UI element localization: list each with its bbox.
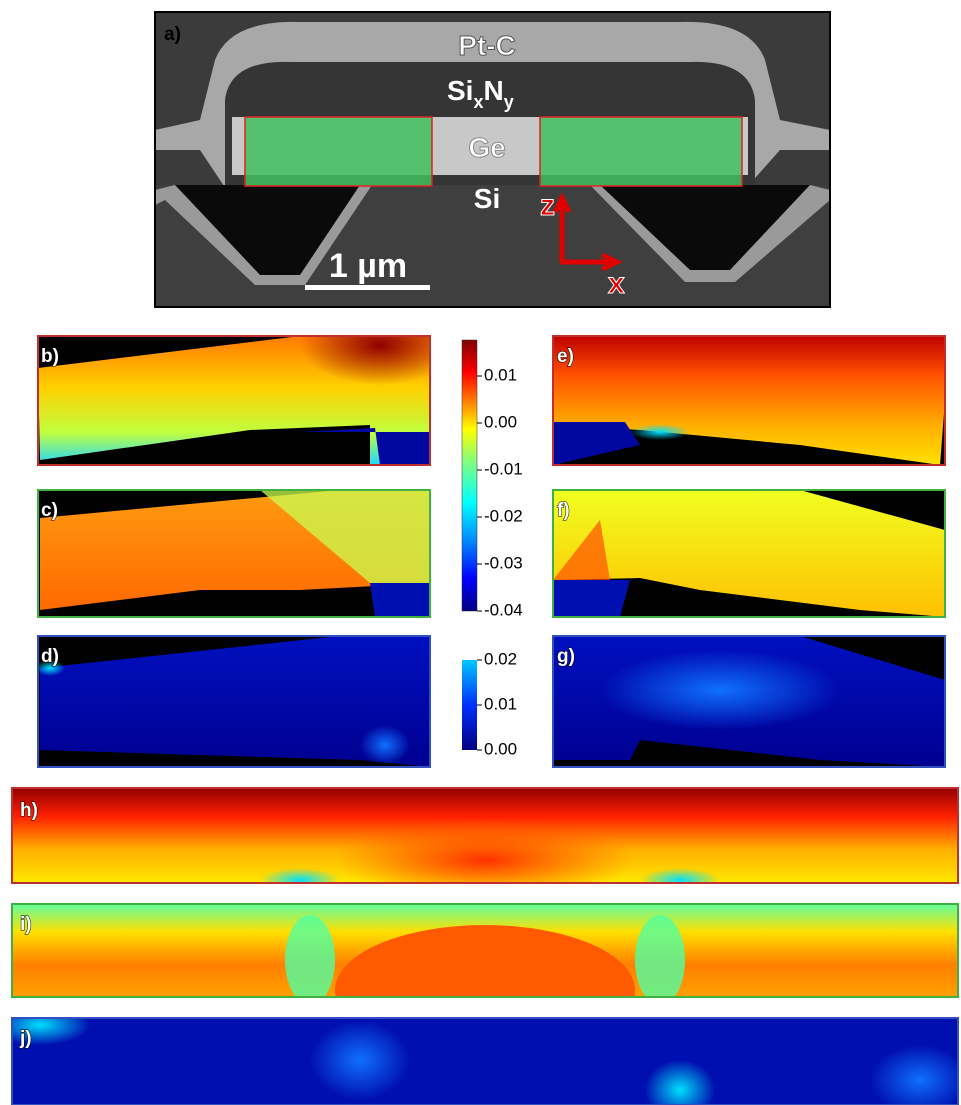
axis-label: z: [540, 189, 555, 222]
colorbar-tick-label: -0.04: [484, 600, 523, 619]
colorbar: [462, 660, 477, 750]
panel-label: g): [557, 646, 575, 667]
map-region: [12, 1018, 958, 1105]
map-feature: [553, 580, 630, 617]
text: x: [473, 92, 483, 112]
text: y: [504, 92, 514, 112]
simulated-map: [0, 1005, 961, 1105]
map-feature: [600, 650, 840, 730]
panel-label: a): [164, 24, 181, 45]
map-feature: [360, 725, 410, 765]
material-label: Ge: [468, 132, 505, 163]
scale-bar: [305, 285, 430, 290]
panel-label: b): [41, 346, 59, 367]
panel-label: j): [19, 1028, 32, 1049]
panel-label: e): [557, 346, 574, 367]
page: {"panel_labels":{"a":"a)","b":"b)","c":"…: [0, 0, 961, 1105]
colorbar-tick-label: 0.01: [484, 694, 517, 713]
panel-label: c): [41, 500, 58, 521]
shear-map: [553, 636, 945, 767]
colorbar-tick-label: 0.00: [484, 739, 517, 758]
shear-map: [35, 636, 430, 767]
map-feature: [310, 1020, 410, 1100]
strain-map: [553, 490, 945, 617]
colorbar-tick-label: -0.02: [484, 506, 523, 525]
map-feature: [640, 868, 720, 892]
map-feature: [370, 583, 430, 617]
panel-label: d): [41, 646, 59, 667]
strain-map: [38, 305, 460, 465]
figure: a) Pt-C SixNy Ge Si 1 µm z x b) c) d) e)…: [0, 0, 961, 1105]
scale-bar-label: 1 µm: [329, 247, 407, 285]
text: Si: [447, 75, 473, 106]
panel-label: i): [20, 914, 32, 935]
colorbar-ticks: 0.01 0.00 -0.01 -0.02 -0.03 -0.04 0.02 0.01 0.00: [477, 365, 523, 758]
strain-map: [38, 490, 430, 617]
colorbar-tick-label: -0.03: [484, 553, 523, 572]
colorbar-tick-label: 0.00: [484, 412, 517, 431]
region-box-left: [245, 117, 432, 186]
axis-label: x: [608, 267, 625, 300]
colorbar-tick-label: -0.01: [484, 459, 523, 478]
map-feature: [335, 820, 635, 900]
colorbar: [462, 340, 477, 611]
map-feature: [300, 305, 460, 385]
panel-label: f): [557, 500, 570, 521]
map-feature: [260, 868, 340, 892]
region-box-right: [540, 117, 742, 186]
strain-map: [553, 336, 945, 465]
map-feature: [635, 915, 685, 1005]
material-label: Si: [474, 183, 500, 214]
panel-label: h): [20, 800, 38, 821]
map-feature: [285, 915, 335, 1005]
material-label: Pt-C: [458, 30, 516, 61]
map-feature: [630, 424, 690, 440]
colorbar-tick-label: 0.02: [484, 649, 517, 668]
colorbar-tick-label: 0.01: [484, 365, 517, 384]
text: N: [483, 75, 503, 106]
